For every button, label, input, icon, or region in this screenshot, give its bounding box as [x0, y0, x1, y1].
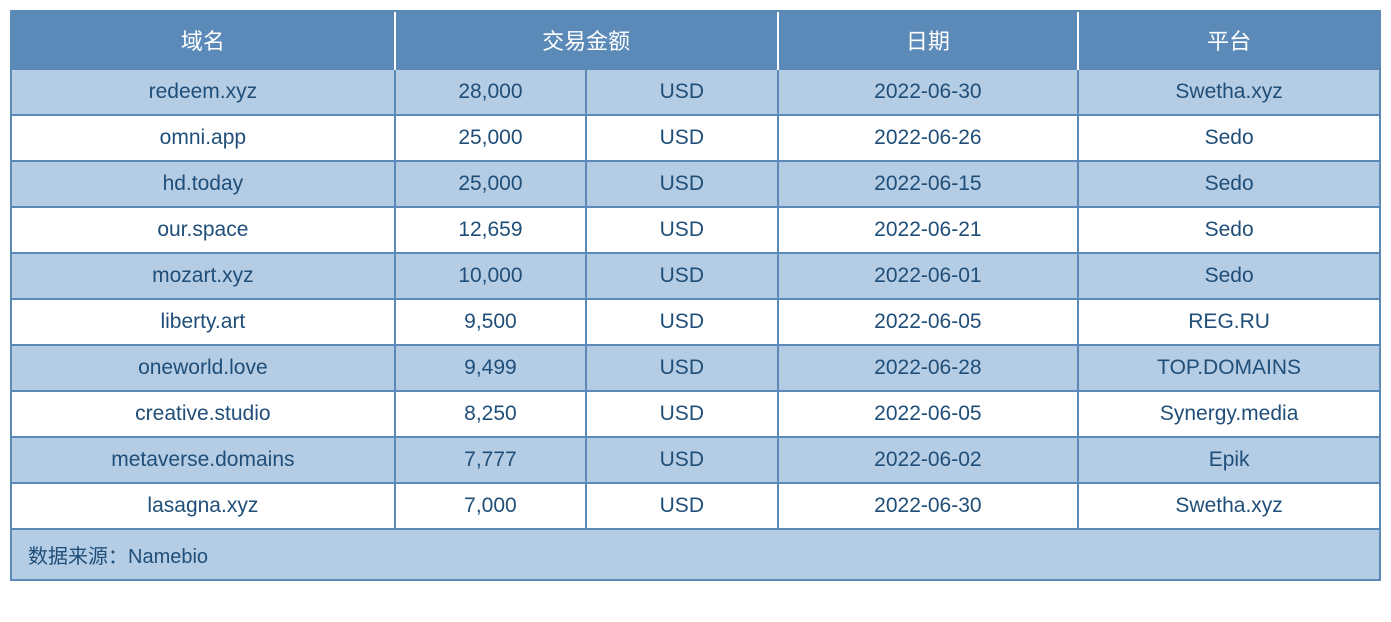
cell-platform: Synergy.media: [1078, 391, 1379, 437]
footer-row: 数据来源：Namebio: [12, 529, 1379, 579]
cell-domain: mozart.xyz: [12, 253, 395, 299]
cell-currency: USD: [586, 391, 777, 437]
cell-platform: Sedo: [1078, 115, 1379, 161]
cell-date: 2022-06-05: [778, 391, 1079, 437]
cell-platform: Sedo: [1078, 253, 1379, 299]
cell-amount: 7,000: [395, 483, 586, 529]
footer-text: 数据来源：Namebio: [12, 529, 1379, 579]
cell-platform: Sedo: [1078, 161, 1379, 207]
cell-domain: our.space: [12, 207, 395, 253]
table-row: redeem.xyz28,000USD2022-06-30Swetha.xyz: [12, 69, 1379, 115]
table-body: redeem.xyz28,000USD2022-06-30Swetha.xyzo…: [12, 69, 1379, 529]
cell-currency: USD: [586, 345, 777, 391]
table-row: liberty.art9,500USD2022-06-05REG.RU: [12, 299, 1379, 345]
cell-date: 2022-06-28: [778, 345, 1079, 391]
cell-currency: USD: [586, 483, 777, 529]
table-row: hd.today25,000USD2022-06-15Sedo: [12, 161, 1379, 207]
cell-date: 2022-06-05: [778, 299, 1079, 345]
cell-currency: USD: [586, 161, 777, 207]
cell-date: 2022-06-02: [778, 437, 1079, 483]
domain-sales-table-container: 域名 交易金额 日期 平台 redeem.xyz28,000USD2022-06…: [10, 10, 1381, 581]
table-row: mozart.xyz10,000USD2022-06-01Sedo: [12, 253, 1379, 299]
cell-amount: 10,000: [395, 253, 586, 299]
cell-platform: Epik: [1078, 437, 1379, 483]
table-row: our.space12,659USD2022-06-21Sedo: [12, 207, 1379, 253]
cell-domain: omni.app: [12, 115, 395, 161]
domain-sales-table: 域名 交易金额 日期 平台 redeem.xyz28,000USD2022-06…: [12, 12, 1379, 579]
cell-amount: 9,500: [395, 299, 586, 345]
header-domain: 域名: [12, 12, 395, 69]
table-row: lasagna.xyz7,000USD2022-06-30Swetha.xyz: [12, 483, 1379, 529]
table-row: oneworld.love9,499USD2022-06-28TOP.DOMAI…: [12, 345, 1379, 391]
cell-date: 2022-06-26: [778, 115, 1079, 161]
cell-currency: USD: [586, 253, 777, 299]
cell-currency: USD: [586, 69, 777, 115]
cell-amount: 9,499: [395, 345, 586, 391]
cell-domain: creative.studio: [12, 391, 395, 437]
cell-date: 2022-06-21: [778, 207, 1079, 253]
cell-currency: USD: [586, 299, 777, 345]
cell-domain: liberty.art: [12, 299, 395, 345]
table-header: 域名 交易金额 日期 平台: [12, 12, 1379, 69]
cell-platform: REG.RU: [1078, 299, 1379, 345]
cell-domain: metaverse.domains: [12, 437, 395, 483]
cell-domain: hd.today: [12, 161, 395, 207]
table-footer: 数据来源：Namebio: [12, 529, 1379, 579]
cell-currency: USD: [586, 207, 777, 253]
header-date: 日期: [778, 12, 1079, 69]
header-platform: 平台: [1078, 12, 1379, 69]
table-row: creative.studio8,250USD2022-06-05Synergy…: [12, 391, 1379, 437]
table-row: omni.app25,000USD2022-06-26Sedo: [12, 115, 1379, 161]
header-amount: 交易金额: [395, 12, 778, 69]
cell-domain: lasagna.xyz: [12, 483, 395, 529]
cell-domain: redeem.xyz: [12, 69, 395, 115]
cell-amount: 7,777: [395, 437, 586, 483]
cell-platform: Swetha.xyz: [1078, 483, 1379, 529]
cell-domain: oneworld.love: [12, 345, 395, 391]
cell-currency: USD: [586, 437, 777, 483]
cell-amount: 12,659: [395, 207, 586, 253]
cell-amount: 25,000: [395, 161, 586, 207]
cell-amount: 25,000: [395, 115, 586, 161]
cell-currency: USD: [586, 115, 777, 161]
cell-date: 2022-06-30: [778, 483, 1079, 529]
table-row: metaverse.domains7,777USD2022-06-02Epik: [12, 437, 1379, 483]
cell-date: 2022-06-01: [778, 253, 1079, 299]
cell-platform: TOP.DOMAINS: [1078, 345, 1379, 391]
cell-platform: Sedo: [1078, 207, 1379, 253]
cell-platform: Swetha.xyz: [1078, 69, 1379, 115]
cell-amount: 28,000: [395, 69, 586, 115]
cell-date: 2022-06-15: [778, 161, 1079, 207]
cell-date: 2022-06-30: [778, 69, 1079, 115]
cell-amount: 8,250: [395, 391, 586, 437]
header-row: 域名 交易金额 日期 平台: [12, 12, 1379, 69]
